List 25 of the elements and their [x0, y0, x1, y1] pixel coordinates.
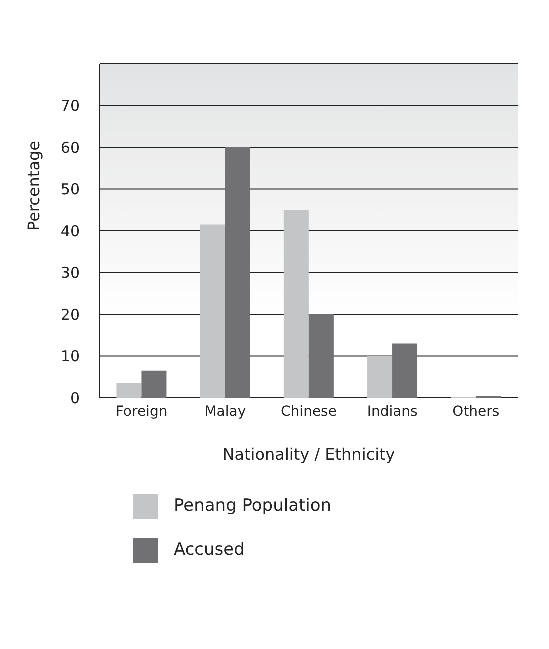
- y-tick-label: 20: [60, 306, 80, 324]
- y-tick-label: 0: [70, 389, 80, 408]
- bar: [116, 383, 142, 398]
- bar: [225, 148, 250, 398]
- y-tick-label: 10: [60, 348, 80, 366]
- y-tick-label: 40: [60, 222, 80, 240]
- legend-label: Accused: [174, 540, 245, 560]
- y-tick-label: 50: [60, 180, 80, 199]
- x-tick-label: Indians: [367, 404, 418, 420]
- x-tick-label: Others: [452, 404, 500, 420]
- bar: [368, 356, 393, 398]
- bar: [308, 314, 334, 398]
- y-axis-title: Percentage: [24, 140, 44, 231]
- x-tick-label: Chinese: [281, 404, 337, 420]
- legend-label: Penang Population: [174, 496, 332, 516]
- x-tick-label: Malay: [204, 404, 246, 420]
- x-tick-label: Foreign: [116, 404, 168, 420]
- y-tick-label: 60: [60, 138, 80, 157]
- y-tick-label: 70: [60, 97, 80, 116]
- bar: [284, 210, 309, 398]
- bar: [200, 224, 226, 398]
- bar: [392, 344, 418, 398]
- x-axis-title: Nationality / Ethnicity: [222, 445, 396, 464]
- y-tick-label: 30: [60, 264, 80, 282]
- bar: [142, 370, 167, 398]
